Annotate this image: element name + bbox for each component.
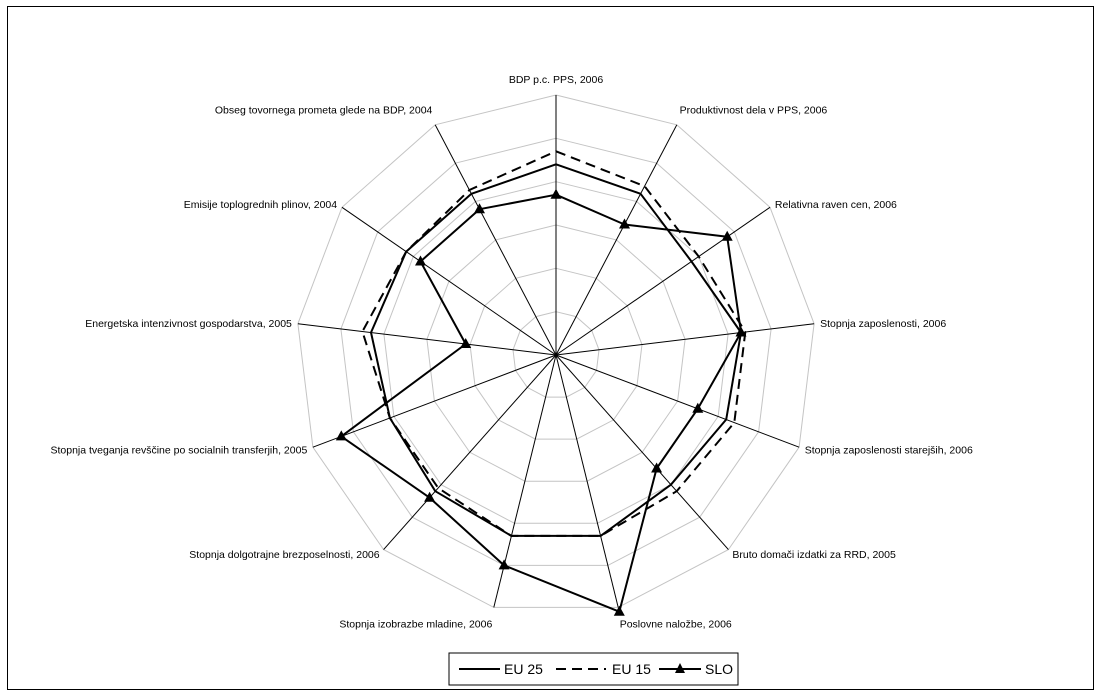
axis-label: Stopnja dolgotrajne brezposelnosti, 2006 — [189, 549, 379, 561]
axis-label: Bruto domači izdatki za RRD, 2005 — [732, 549, 896, 561]
data-point-marker — [474, 203, 485, 214]
axis-label: Energetska intenzivnost gospodarstva, 20… — [85, 318, 292, 330]
series-layer — [335, 150, 747, 616]
legend-marker-slo — [675, 663, 685, 673]
legend: EU 25 EU 15 SLO — [448, 652, 739, 686]
legend-label-eu15: EU 15 — [612, 661, 651, 677]
data-point-marker — [460, 338, 472, 348]
series-line — [370, 163, 742, 537]
data-point-marker — [619, 218, 630, 229]
legend-label-eu25: EU 25 — [504, 661, 543, 677]
axis-spoke — [341, 206, 557, 356]
radar-grid — [297, 94, 815, 608]
axis-spoke — [383, 354, 557, 550]
grid-ring — [297, 94, 815, 608]
grid-ring — [469, 267, 643, 440]
series-eu-15 — [361, 150, 747, 537]
data-point-marker — [498, 559, 510, 570]
series-eu-25 — [370, 163, 742, 537]
axis-spoke — [555, 124, 678, 356]
axis-label: Emisije toplogrednih plinov, 2004 — [184, 199, 337, 211]
axis-label: Stopnja zaposlenosti, 2006 — [820, 318, 946, 330]
legend-label-slo: SLO — [705, 661, 733, 677]
grid-ring — [426, 224, 686, 482]
axis-spoke — [555, 206, 771, 356]
axis-spoke — [555, 323, 815, 356]
axis-spoke — [555, 354, 729, 550]
axis-spoke — [555, 354, 619, 608]
grid-ring — [340, 137, 772, 566]
data-point-marker — [613, 605, 625, 616]
data-point-marker — [424, 491, 436, 502]
grid-ring — [383, 181, 729, 524]
series-slo — [335, 188, 747, 616]
axis-label: Poslovne naložbe, 2006 — [620, 618, 732, 630]
grid-ring — [512, 311, 600, 398]
data-point-marker — [335, 430, 347, 441]
axis-spoke — [297, 323, 557, 356]
axis-label: Obseg tovornega prometa glede na BDP, 20… — [215, 105, 433, 117]
axis-label: Produktivnost dela v PPS, 2006 — [680, 105, 828, 117]
axis-spoke — [312, 354, 557, 448]
axis-label: Stopnja tveganja revščine po socialnih t… — [50, 444, 307, 456]
axis-spoke — [434, 124, 557, 356]
axis-label: BDP p.c. PPS, 2006 — [509, 74, 604, 86]
data-point-marker — [550, 188, 562, 199]
data-point-marker — [735, 326, 747, 337]
data-point-marker — [721, 230, 733, 241]
data-point-marker — [651, 462, 663, 473]
series-line — [340, 193, 742, 613]
radar-chart: BDP p.c. PPS, 2006 Produktivnost dela v P… — [50, 74, 973, 686]
data-point-marker — [692, 402, 704, 413]
axis-spoke — [555, 354, 800, 448]
axis-label: Stopnja izobrazbe mladine, 2006 — [339, 618, 492, 630]
data-point-marker — [415, 255, 426, 266]
series-line — [361, 150, 747, 537]
axis-label: Stopnja zaposlenosti starejših, 2006 — [805, 444, 973, 456]
axis-label: Relativna raven cen, 2006 — [775, 199, 897, 211]
chart-frame: BDP p.c. PPS, 2006 Produktivnost dela v P… — [7, 6, 1094, 690]
axis-labels: BDP p.c. PPS, 2006 Produktivnost dela v P… — [50, 74, 972, 630]
